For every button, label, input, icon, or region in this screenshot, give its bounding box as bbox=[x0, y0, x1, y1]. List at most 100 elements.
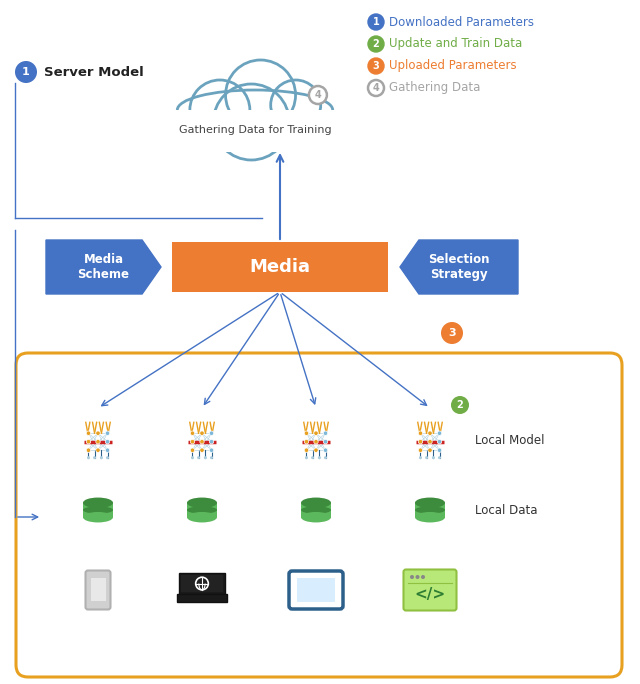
Circle shape bbox=[190, 80, 250, 140]
Ellipse shape bbox=[187, 512, 217, 523]
Circle shape bbox=[309, 86, 327, 104]
Circle shape bbox=[428, 448, 432, 452]
Text: </>: </> bbox=[415, 586, 445, 601]
Text: Uploaded Parameters: Uploaded Parameters bbox=[389, 60, 516, 73]
Ellipse shape bbox=[301, 497, 331, 508]
Circle shape bbox=[191, 456, 194, 459]
Circle shape bbox=[200, 448, 204, 452]
Text: Media
Scheme: Media Scheme bbox=[77, 253, 129, 281]
Circle shape bbox=[93, 456, 96, 459]
Text: Server Model: Server Model bbox=[44, 66, 144, 79]
Circle shape bbox=[197, 456, 200, 459]
FancyBboxPatch shape bbox=[86, 570, 111, 609]
Text: Media: Media bbox=[250, 258, 310, 276]
FancyBboxPatch shape bbox=[177, 594, 227, 601]
Ellipse shape bbox=[187, 497, 217, 508]
Circle shape bbox=[305, 456, 308, 459]
Text: 3: 3 bbox=[372, 61, 380, 71]
FancyBboxPatch shape bbox=[90, 578, 106, 601]
Circle shape bbox=[209, 431, 214, 436]
Circle shape bbox=[419, 440, 422, 444]
Circle shape bbox=[225, 60, 296, 130]
Circle shape bbox=[86, 440, 91, 444]
Bar bbox=[83, 503, 113, 517]
Ellipse shape bbox=[83, 506, 113, 514]
Circle shape bbox=[106, 440, 109, 444]
Circle shape bbox=[368, 80, 384, 96]
FancyBboxPatch shape bbox=[177, 110, 333, 152]
Ellipse shape bbox=[301, 512, 331, 523]
Polygon shape bbox=[46, 240, 161, 294]
Circle shape bbox=[271, 80, 321, 130]
Circle shape bbox=[210, 456, 213, 459]
Circle shape bbox=[96, 440, 100, 444]
Circle shape bbox=[200, 431, 204, 436]
Circle shape bbox=[428, 440, 432, 444]
Text: Update and Train Data: Update and Train Data bbox=[389, 38, 522, 51]
Circle shape bbox=[304, 448, 308, 452]
Circle shape bbox=[318, 456, 321, 459]
Circle shape bbox=[96, 431, 100, 436]
Circle shape bbox=[213, 84, 289, 160]
Circle shape bbox=[190, 431, 195, 436]
Circle shape bbox=[304, 440, 308, 444]
Bar bbox=[187, 503, 217, 517]
Circle shape bbox=[86, 448, 91, 452]
FancyBboxPatch shape bbox=[403, 570, 456, 611]
Circle shape bbox=[311, 456, 314, 459]
Circle shape bbox=[419, 431, 422, 436]
Circle shape bbox=[106, 456, 109, 459]
FancyBboxPatch shape bbox=[289, 571, 343, 609]
Circle shape bbox=[15, 61, 37, 83]
Circle shape bbox=[368, 58, 384, 74]
Circle shape bbox=[314, 440, 318, 444]
Ellipse shape bbox=[415, 512, 445, 523]
Text: 4: 4 bbox=[314, 90, 321, 100]
Circle shape bbox=[419, 456, 422, 459]
Circle shape bbox=[415, 575, 419, 579]
Circle shape bbox=[106, 448, 109, 452]
Text: 4: 4 bbox=[372, 83, 380, 93]
Text: 1: 1 bbox=[372, 17, 380, 27]
Ellipse shape bbox=[415, 506, 445, 514]
Circle shape bbox=[323, 431, 328, 436]
Text: Gathering Data for Training: Gathering Data for Training bbox=[179, 125, 332, 135]
Text: Downloaded Parameters: Downloaded Parameters bbox=[389, 16, 534, 29]
Circle shape bbox=[368, 36, 384, 52]
Text: 3: 3 bbox=[448, 328, 456, 338]
Circle shape bbox=[190, 440, 195, 444]
Text: 2: 2 bbox=[372, 39, 380, 49]
Circle shape bbox=[421, 575, 425, 579]
Circle shape bbox=[209, 440, 214, 444]
Circle shape bbox=[324, 456, 327, 459]
Circle shape bbox=[441, 322, 463, 344]
Circle shape bbox=[438, 456, 441, 459]
Circle shape bbox=[437, 448, 442, 452]
Circle shape bbox=[100, 456, 103, 459]
Bar bbox=[301, 503, 331, 517]
Text: 1: 1 bbox=[22, 67, 30, 77]
Text: Gathering Data: Gathering Data bbox=[389, 81, 481, 94]
Circle shape bbox=[432, 456, 435, 459]
Circle shape bbox=[437, 431, 442, 436]
Circle shape bbox=[425, 456, 428, 459]
Circle shape bbox=[323, 440, 328, 444]
FancyBboxPatch shape bbox=[181, 575, 223, 592]
Circle shape bbox=[368, 14, 384, 30]
Ellipse shape bbox=[301, 506, 331, 514]
Circle shape bbox=[410, 575, 414, 579]
Circle shape bbox=[96, 448, 100, 452]
Ellipse shape bbox=[83, 512, 113, 523]
Ellipse shape bbox=[83, 497, 113, 508]
Circle shape bbox=[437, 440, 442, 444]
Circle shape bbox=[304, 431, 308, 436]
Circle shape bbox=[209, 448, 214, 452]
Ellipse shape bbox=[415, 497, 445, 508]
Ellipse shape bbox=[187, 506, 217, 514]
Text: Selection
Strategy: Selection Strategy bbox=[428, 253, 490, 281]
Circle shape bbox=[87, 456, 90, 459]
Text: 2: 2 bbox=[456, 400, 463, 410]
Text: Local Model: Local Model bbox=[475, 434, 545, 447]
FancyBboxPatch shape bbox=[16, 353, 622, 677]
Circle shape bbox=[86, 431, 91, 436]
